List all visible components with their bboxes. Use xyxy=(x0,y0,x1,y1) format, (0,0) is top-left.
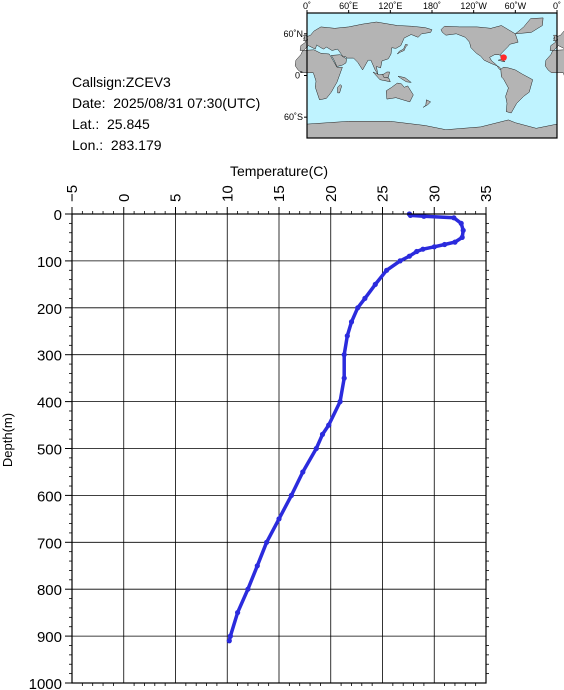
data-point xyxy=(397,258,403,264)
landmass-eurasia xyxy=(299,21,433,75)
y-tick-label: 0 xyxy=(54,207,62,224)
data-point xyxy=(227,633,233,639)
map-latitude-labels: 60˚N 0˚ 60˚S xyxy=(283,29,303,122)
x-tick-label: 0 xyxy=(116,194,133,202)
landmass-indonesia xyxy=(372,71,391,83)
data-point xyxy=(355,305,361,311)
landmass-arabia xyxy=(330,54,347,67)
x-tick-label: 20 xyxy=(323,185,340,202)
data-point xyxy=(421,213,427,219)
x-axis-ticks: −5 0 5 10 15 20 25 30 35 xyxy=(64,185,495,686)
data-point xyxy=(406,253,412,259)
data-point xyxy=(459,234,465,240)
data-point xyxy=(245,586,251,592)
longitude-text: Lon.: 283.179 xyxy=(72,137,162,153)
landmass-n-america xyxy=(440,25,519,71)
map-lon-label: 0˚ xyxy=(303,1,311,11)
data-point xyxy=(414,248,420,255)
data-point xyxy=(452,239,458,245)
y-tick-label: 100 xyxy=(37,254,62,271)
map-lat-label: 0˚ xyxy=(295,71,303,81)
y-tick-label: 700 xyxy=(37,535,62,552)
data-point xyxy=(458,220,464,226)
data-point xyxy=(326,422,332,428)
landmass-australia xyxy=(385,82,414,103)
data-point xyxy=(235,610,241,616)
data-point xyxy=(319,431,326,437)
data-point xyxy=(226,638,232,644)
data-point xyxy=(337,399,343,405)
map-lon-label: 0˚ xyxy=(553,1,561,11)
map-lat-label: 60˚S xyxy=(284,112,303,122)
data-point xyxy=(431,244,437,250)
date-text: Date: 2025/08/31 07:30(UTC) xyxy=(72,95,261,111)
latitude-text: Lat.: 25.845 xyxy=(72,116,150,132)
y-tick-label: 900 xyxy=(37,629,62,646)
location-marker xyxy=(500,54,507,61)
map-longitude-labels: 0˚ 60˚E 120˚E 180˚ 120˚W 60˚W 0˚ xyxy=(303,1,561,11)
x-tick-label: 10 xyxy=(219,185,236,202)
y-tick-label: 400 xyxy=(37,395,62,412)
chart-grid xyxy=(72,214,486,683)
y-tick-label: 200 xyxy=(37,301,62,318)
x-axis-label: Temperature(C) xyxy=(230,163,328,179)
map-lon-label: 120˚E xyxy=(378,1,402,11)
data-point xyxy=(300,469,306,475)
map-lon-label: 60˚E xyxy=(339,1,358,11)
x-tick-label: 30 xyxy=(426,185,443,202)
map-lon-label: 60˚W xyxy=(505,1,527,11)
y-axis-label: Depth(m) xyxy=(0,413,15,467)
x-tick-label: 15 xyxy=(271,185,288,202)
y-axis-ticks: 0 100 200 300 400 500 600 700 800 900 1000 xyxy=(29,207,489,690)
x-tick-label: 5 xyxy=(168,194,185,202)
landmass-new-guinea xyxy=(397,75,413,83)
y-tick-label: 800 xyxy=(37,582,62,599)
data-point xyxy=(341,352,347,358)
data-point xyxy=(264,539,270,545)
landmass-new-zealand xyxy=(422,99,432,108)
data-point xyxy=(362,295,368,301)
data-point xyxy=(451,215,457,221)
map-lat-label: 60˚N xyxy=(283,29,303,39)
temperature-series xyxy=(226,211,466,644)
data-point xyxy=(288,492,294,498)
series-line xyxy=(227,212,465,643)
x-tick-label: −5 xyxy=(64,185,81,202)
landmass-madagascar xyxy=(337,84,342,94)
map-frame xyxy=(306,12,558,139)
data-point xyxy=(372,281,378,287)
data-point xyxy=(341,375,347,381)
data-point xyxy=(348,319,355,325)
y-tick-label: 1000 xyxy=(29,676,62,690)
landmass-japan xyxy=(397,43,409,55)
landmass-s-america xyxy=(500,66,533,114)
landmass-cuba xyxy=(497,59,506,62)
landmass-borneo xyxy=(382,71,390,78)
data-point xyxy=(384,267,390,273)
data-point xyxy=(460,227,466,233)
data-point xyxy=(254,563,260,569)
station-info: Callsign:ZCEV3 Date: 2025/08/31 07:30(UT… xyxy=(72,72,260,156)
data-point xyxy=(344,333,350,339)
data-point xyxy=(442,241,448,248)
y-tick-label: 600 xyxy=(37,488,62,505)
y-tick-label: 500 xyxy=(37,442,62,459)
x-tick-label: 35 xyxy=(478,185,495,202)
map-lon-label: 120˚W xyxy=(460,1,487,11)
data-point xyxy=(276,516,282,522)
y-tick-label: 300 xyxy=(37,348,62,365)
landmass-greenland xyxy=(514,17,544,35)
plot-frame xyxy=(71,213,487,684)
world-map: 0˚ 60˚E 120˚E 180˚ 120˚W 60˚W 0˚ 60˚N 0˚ 60˚S xyxy=(283,1,564,139)
data-point xyxy=(420,246,426,252)
x-tick-label: 25 xyxy=(375,185,392,202)
map-lon-label: 180˚ xyxy=(423,1,441,11)
callsign-text: Callsign:ZCEV3 xyxy=(72,74,171,90)
data-point xyxy=(313,445,319,452)
